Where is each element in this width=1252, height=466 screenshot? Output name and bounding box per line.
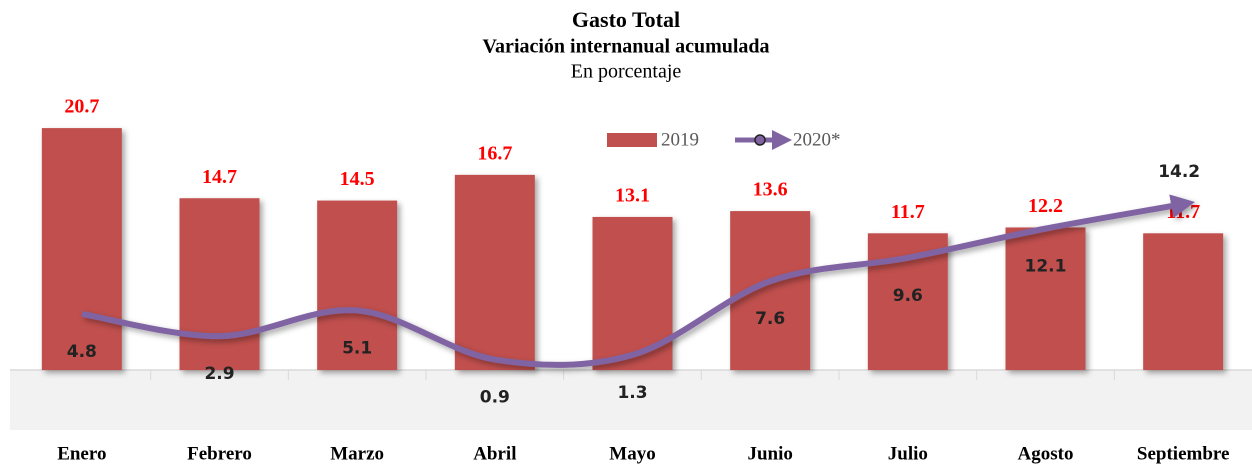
x-tick-label: Junio [747,443,792,464]
x-tick-label: Septiembre [1137,443,1230,464]
bar [1005,227,1086,371]
data-label: 9.6 [893,286,923,306]
data-label: 14.7 [202,166,237,188]
data-label: 7.6 [755,309,785,329]
unit-note: En porcentaje [571,61,682,83]
x-tick-label: Agosto [1018,443,1074,464]
data-label: 5.1 [342,338,372,358]
legend-swatch [607,133,657,147]
bar [454,174,535,371]
data-label: 20.7 [64,96,99,118]
x-tick-label: Abril [473,443,516,464]
bar [41,128,122,371]
x-tick-label: Julio [888,443,928,464]
data-label: 14.2 [1158,162,1200,182]
legend-marker [754,134,766,146]
plot-band [10,370,1252,430]
bar [179,198,260,371]
x-tick-label: Febrero [187,443,252,464]
data-label: 1.3 [617,383,647,403]
data-label: 4.8 [67,342,97,362]
line [81,194,1195,368]
x-tick-label: Enero [57,443,106,464]
data-label: 13.6 [753,179,788,201]
chart-subtitle: Variación internanual acumulada [482,36,769,58]
legend-label: 2019 [661,129,699,150]
bar [317,200,398,371]
data-label: 16.7 [477,142,512,164]
bar [1143,233,1224,371]
data-label: 0.9 [480,388,510,408]
data-label: 11.7 [891,201,925,223]
x-tick-label: Mayo [609,443,655,464]
data-label: 2.9 [204,364,234,384]
bar [592,216,673,371]
data-label: 12.1 [1025,257,1067,277]
chart-title: Gasto Total [572,7,680,32]
legend-label: 2020* [793,129,841,150]
bar [730,211,811,371]
data-label: 12.2 [1028,195,1063,217]
data-label: 13.1 [615,185,650,207]
data-label: 14.5 [340,168,375,190]
x-tick-label: Marzo [330,443,384,464]
